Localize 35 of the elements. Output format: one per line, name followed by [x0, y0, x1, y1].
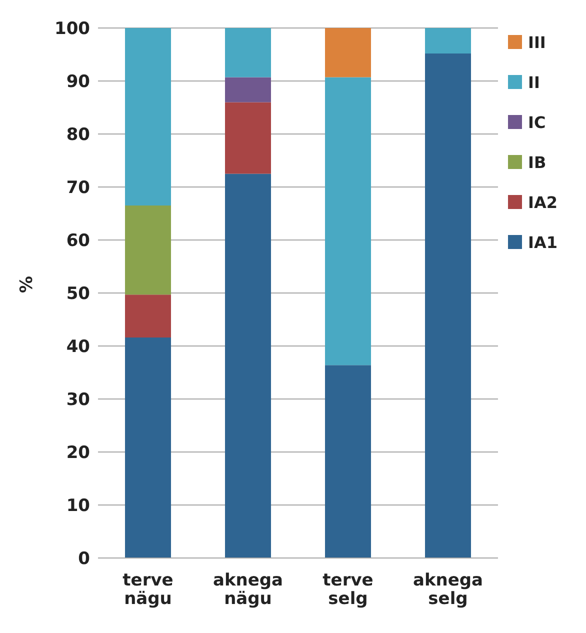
x-tick-label: terve selg [322, 570, 374, 609]
y-axis-title: % [17, 276, 38, 293]
y-tick-label: 100 [54, 19, 90, 40]
y-tick-label: 0 [78, 549, 90, 570]
bar [125, 338, 171, 558]
y-tick-label: 40 [66, 337, 90, 358]
x-tick-label: aknega selg [412, 570, 484, 609]
bar [125, 28, 171, 206]
bar [225, 28, 271, 78]
bar [325, 28, 371, 78]
bar [125, 294, 171, 338]
legend-label: IA2 [528, 192, 558, 212]
y-tick-label: 70 [66, 178, 90, 198]
y-tick-label: 20 [66, 443, 90, 464]
legend-label: III [528, 32, 546, 52]
bar [125, 206, 171, 295]
legend-label: IA1 [528, 232, 558, 252]
bar [425, 53, 471, 558]
bar [225, 102, 271, 174]
y-tick-label: 10 [66, 496, 90, 516]
y-tick-label: 50 [66, 284, 90, 304]
y-tick-label: 30 [66, 390, 90, 410]
y-tick-label: 60 [66, 231, 90, 252]
legend-label: IC [528, 112, 546, 132]
y-tick-label: 80 [66, 125, 90, 146]
x-tick-label: aknega nägu [212, 570, 284, 609]
bar [225, 77, 271, 102]
legend-label: IB [528, 152, 546, 172]
x-tick-label: terve nägu [122, 570, 174, 609]
bar [325, 365, 371, 558]
bar [325, 77, 371, 366]
y-tick-label: 90 [66, 72, 90, 92]
legend-label: II [528, 72, 540, 92]
bar [425, 28, 471, 54]
bar [225, 174, 271, 558]
